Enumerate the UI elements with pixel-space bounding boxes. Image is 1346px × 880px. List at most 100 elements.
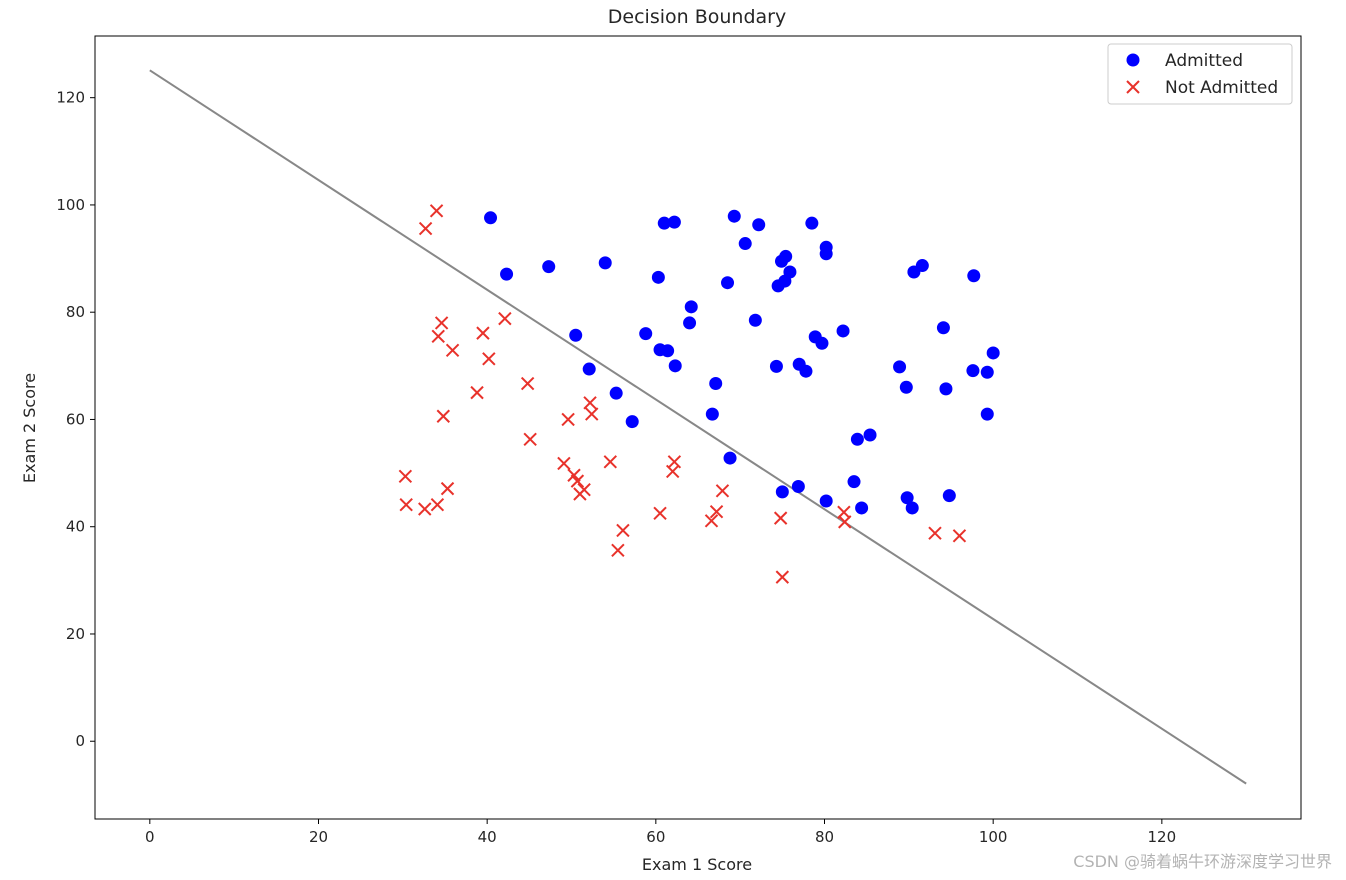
admitted-point: [661, 344, 675, 358]
legend-admitted-label: Admitted: [1165, 51, 1243, 71]
not-admitted-point: [440, 481, 455, 496]
not-admitted-point: [470, 385, 484, 400]
admitted-point: [668, 359, 682, 373]
not-admitted-point: [928, 526, 942, 540]
admitted-point: [899, 380, 913, 394]
not-admitted-point: [570, 474, 585, 488]
not-admitted-point: [667, 455, 682, 469]
not-admitted-point: [476, 326, 490, 340]
not-admitted-point: [523, 432, 537, 447]
x-tick-label: 120: [1148, 828, 1177, 846]
not-admitted-point: [585, 407, 599, 421]
not-admitted-point: [709, 504, 724, 519]
admitted-point: [850, 432, 864, 446]
admitted-point: [863, 428, 877, 442]
admitted-point: [836, 324, 850, 338]
not-admitted-point: [431, 329, 445, 344]
admitted-point: [769, 359, 783, 373]
not-admitted-point: [616, 523, 630, 538]
y-tick-label: 40: [66, 518, 85, 536]
not-admitted-point: [603, 455, 617, 469]
y-axis: 0 20 40 60 80 100 120: [56, 89, 95, 750]
admitted-point: [893, 360, 907, 374]
decision-boundary-line: [149, 69, 1247, 785]
x-axis: 0 20 40 60 80 100 120: [145, 819, 1176, 846]
admitted-point: [819, 494, 833, 508]
legend-not-admitted-marker: [1126, 80, 1140, 94]
chart-title: Decision Boundary: [608, 6, 786, 28]
not-admitted-point: [445, 343, 460, 357]
admitted-point: [855, 501, 869, 515]
admitted-point: [705, 407, 719, 421]
admitted-point: [752, 218, 766, 232]
not-admitted-point: [429, 204, 444, 218]
legend-box: [1107, 43, 1293, 105]
y-tick-label: 0: [75, 732, 85, 750]
admitted-point: [721, 276, 735, 290]
x-axis-label: Exam 1 Score: [642, 855, 752, 874]
admitted-point: [805, 216, 819, 230]
not-admitted-point: [583, 396, 597, 410]
admitted-point: [980, 365, 994, 379]
admitted-point: [791, 479, 805, 493]
x-tick-label: 0: [145, 828, 155, 846]
admitted-point: [915, 259, 929, 273]
admitted-point: [598, 256, 612, 270]
not-admitted-point: [561, 412, 575, 427]
admitted-point: [967, 269, 981, 283]
not-admitted-point: [773, 511, 788, 525]
admitted-point: [815, 336, 829, 350]
admitted-point: [905, 501, 919, 515]
x-tick-label: 40: [478, 828, 497, 846]
admitted-point: [966, 364, 980, 378]
admitted-point: [625, 415, 639, 429]
not-admitted-point: [434, 316, 449, 330]
x-tick-label: 80: [815, 828, 834, 846]
plot-frame: [94, 35, 1302, 820]
not-admitted-point: [418, 502, 432, 516]
admitted-point: [500, 267, 514, 281]
not-admitted-point: [398, 469, 413, 484]
not-admitted-point: [715, 484, 730, 498]
x-tick-label: 20: [309, 828, 328, 846]
admitted-point: [723, 451, 737, 465]
admitted-point: [986, 346, 1000, 360]
admitted-point: [900, 491, 914, 505]
admitted-point: [936, 321, 950, 335]
not-admitted-point: [430, 498, 445, 512]
admitted-point: [980, 407, 994, 421]
admitted-point: [748, 313, 762, 327]
admitted-point: [569, 328, 583, 342]
y-tick-label: 120: [56, 89, 85, 107]
admitted-point: [667, 215, 681, 229]
admitted-point: [542, 260, 556, 274]
not-admitted-point: [520, 376, 535, 391]
not-admitted-point: [838, 515, 852, 529]
not-admitted-point: [653, 506, 667, 521]
admitted-point: [774, 254, 788, 268]
x-tick-label: 100: [979, 828, 1008, 846]
not-admitted-point: [611, 543, 625, 558]
admitted-point: [847, 475, 861, 489]
x-tick-label: 60: [646, 828, 665, 846]
watermark: CSDN @骑着蜗牛环游深度学习世界: [1073, 852, 1332, 871]
admitted-point: [684, 300, 698, 314]
not-admitted-point: [436, 409, 451, 423]
admitted-point: [771, 279, 785, 293]
admitted-point: [651, 270, 665, 284]
admitted-point: [709, 377, 723, 391]
y-tick-label: 100: [56, 196, 85, 214]
not-admitted-point: [399, 498, 413, 512]
legend: Admitted Not Admitted: [1107, 43, 1293, 105]
not-admitted-point: [557, 456, 571, 471]
not-admitted-point: [482, 352, 496, 366]
admitted-point: [738, 237, 752, 251]
not-admitted-point: [775, 570, 790, 584]
not-admitted-point: [952, 529, 967, 543]
not-admitted-point: [577, 483, 591, 497]
admitted-point: [939, 382, 953, 396]
not-admitted-point: [498, 311, 512, 326]
admitted-point: [609, 386, 623, 400]
legend-admitted-marker: [1126, 53, 1140, 67]
